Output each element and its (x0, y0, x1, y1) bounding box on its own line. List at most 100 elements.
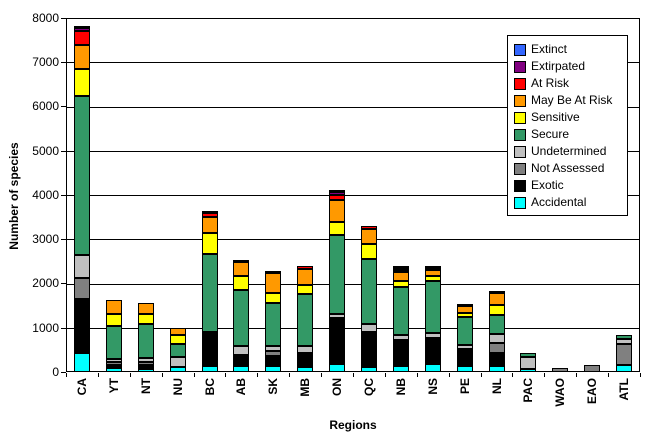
y-tick (61, 151, 66, 152)
bar-segment-ab-at-risk (233, 260, 249, 262)
legend-label: Extinct (531, 42, 568, 56)
bar-segment-on-accidental (329, 364, 345, 372)
bar-segment-nt-undetermined (138, 358, 154, 362)
bar-segment-ab-undetermined (233, 346, 249, 355)
bar-segment-sk-undetermined (265, 346, 281, 351)
bar-segment-mb-exotic (297, 353, 313, 367)
bar-segment-qc-sensitive (361, 244, 377, 259)
legend-item-secure: Secure (514, 126, 621, 143)
x-tick (544, 373, 545, 377)
bar-segment-yt-exotic (106, 365, 122, 368)
legend-item-may-be-at-risk: May Be At Risk (514, 92, 621, 109)
bar-segment-pac-secure (520, 353, 536, 357)
bar-segment-nt-not-assessed (138, 362, 154, 365)
bar-segment-ab-may-be-at-risk (233, 262, 249, 276)
legend-item-extirpated: Extirpated (514, 58, 621, 75)
x-tick (257, 373, 258, 377)
bar-segment-mb-accidental (297, 367, 313, 372)
y-tick (61, 239, 66, 240)
x-tick (353, 373, 354, 377)
x-category-label-eao: EAO (585, 378, 599, 405)
bar-segment-on-extirpated (329, 192, 345, 195)
bar-segment-sk-accidental (265, 366, 281, 372)
bar-segment-sk-may-be-at-risk (265, 273, 281, 293)
x-tick (385, 373, 386, 377)
bar-segment-bc-exotic (202, 335, 218, 366)
bar-segment-nl-not-assessed (489, 343, 505, 353)
bar-segment-on-sensitive (329, 222, 345, 235)
bar-segment-qc-undetermined (361, 324, 377, 332)
x-tick (608, 373, 609, 377)
bar-segment-nb-extirpated (393, 268, 409, 270)
x-category-label-atl: ATL (617, 378, 631, 401)
bar-segment-nt-exotic (138, 365, 154, 369)
bar-segment-nb-accidental (393, 366, 409, 372)
bar-segment-nu-sensitive (170, 335, 186, 344)
x-tick (481, 373, 482, 377)
bar-segment-bc-not-assessed (202, 333, 218, 335)
bar-segment-mb-at-risk (297, 266, 313, 269)
x-tick (225, 373, 226, 377)
bar-segment-nb-undetermined (393, 335, 409, 340)
bar-segment-on-may-be-at-risk (329, 200, 345, 222)
gridline-5000 (66, 151, 640, 152)
bar-segment-yt-secure (106, 326, 122, 359)
bar-segment-nt-may-be-at-risk (138, 303, 154, 314)
bar-segment-sk-secure (265, 303, 281, 346)
bar-segment-ca-extirpated (74, 28, 90, 31)
bar-segment-nb-sensitive (393, 281, 409, 287)
legend-label: At Risk (531, 76, 570, 90)
y-tick (61, 195, 66, 196)
legend-swatch-icon (514, 77, 526, 90)
bar-segment-yt-sensitive (106, 314, 122, 326)
bar-segment-nl-may-be-at-risk (489, 293, 505, 305)
bar-segment-nb-exotic (393, 340, 409, 366)
bar-segment-pe-may-be-at-risk (457, 306, 473, 313)
y-tick-label: 5000 (32, 144, 59, 158)
bar-segment-mb-undetermined (297, 346, 313, 353)
bar-segment-pe-accidental (457, 366, 473, 372)
bar-segment-on-at-risk (329, 195, 345, 200)
legend-swatch-icon (514, 196, 526, 209)
gridline-8000 (66, 18, 640, 19)
bar-segment-ns-extirpated (425, 266, 441, 268)
x-tick (289, 373, 290, 377)
bar-segment-on-secure (329, 235, 345, 314)
legend-item-undetermined: Undetermined (514, 143, 621, 160)
legend: Extinct Extirpated At Risk May Be At Risk Se… (507, 35, 628, 216)
bar-segment-pac-accidental (520, 369, 536, 372)
bar-segment-nl-sensitive (489, 305, 505, 315)
bar-segment-ca-accidental (74, 353, 90, 372)
legend-swatch-icon (514, 128, 526, 141)
bar-segment-yt-may-be-at-risk (106, 300, 122, 314)
bar-segment-ca-may-be-at-risk (74, 45, 90, 69)
gridline-3000 (66, 239, 640, 240)
legend-item-at-risk: At Risk (514, 75, 621, 92)
bar-segment-eao-not-assessed (584, 365, 600, 372)
x-category-label-sk: SK (266, 378, 280, 395)
legend-label: Not Assessed (531, 161, 605, 175)
x-category-label-ns: NS (426, 378, 440, 395)
bar-segment-qc-secure (361, 259, 377, 324)
y-tick-label: 4000 (32, 188, 59, 202)
legend-label: Undetermined (531, 144, 607, 158)
bar-segment-atl-secure (616, 335, 632, 339)
bar-segment-mb-sensitive (297, 285, 313, 294)
legend-swatch-icon (514, 111, 526, 124)
x-tick (66, 373, 67, 377)
x-category-label-nt: NT (139, 378, 153, 394)
bar-segment-mb-may-be-at-risk (297, 269, 313, 285)
x-category-label-nu: NU (171, 378, 185, 396)
y-tick-label: 8000 (32, 11, 59, 25)
bar-segment-nl-at-risk (489, 291, 505, 293)
bar-segment-nu-undetermined (170, 357, 186, 367)
legend-swatch-icon (514, 60, 526, 73)
bar-segment-wao-not-assessed (552, 368, 568, 372)
x-category-label-pe: PE (458, 378, 472, 395)
bar-segment-nl-exotic (489, 353, 505, 366)
bar-segment-bc-secure (202, 254, 218, 332)
legend-item-not-assessed: Not Assessed (514, 160, 621, 177)
y-tick-label: 7000 (32, 55, 59, 69)
legend-label: May Be At Risk (531, 93, 613, 107)
x-tick (449, 373, 450, 377)
